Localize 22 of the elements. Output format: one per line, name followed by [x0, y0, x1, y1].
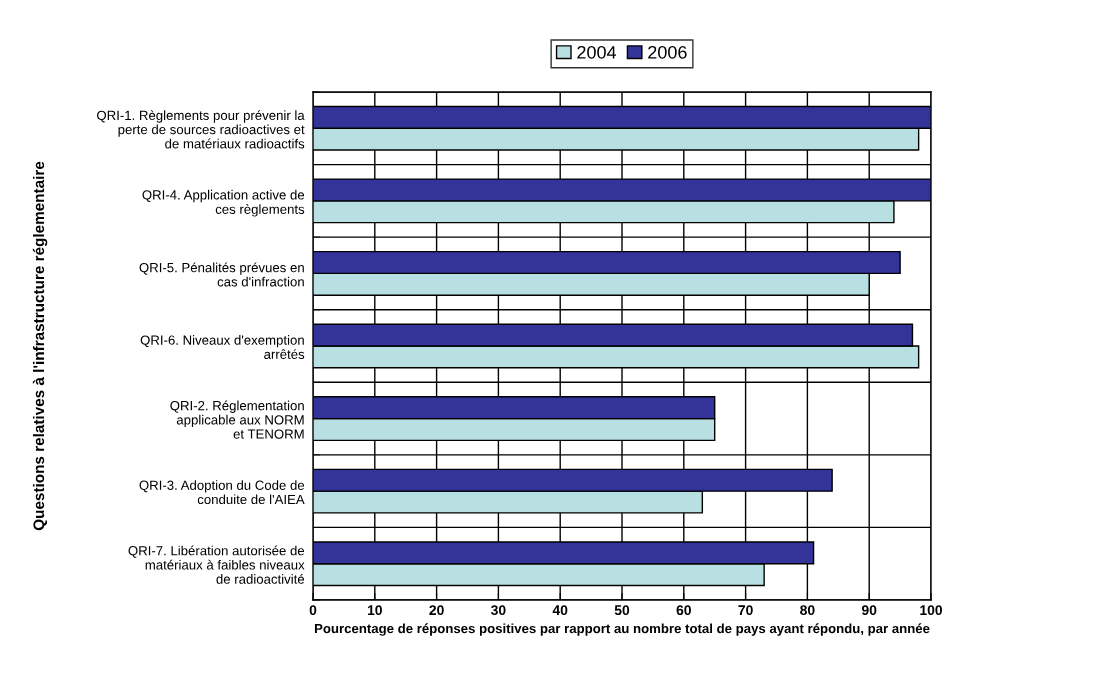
x-tick-label: 80 — [800, 605, 815, 616]
y-tick-label: QRI-3. Adoption du Code de conduite de l'AIEA — [139, 480, 305, 505]
x-tick-label: 40 — [552, 605, 568, 616]
y-tick-label: QRI-4. Application active de ces règlements — [142, 189, 305, 217]
y-tick-label: QRI-6. Niveaux d'exemption arrêtés — [140, 335, 305, 359]
x-tick-label: 30 — [491, 605, 506, 616]
x-tick-label: 60 — [676, 605, 691, 616]
y-tick-label: QRI-5. Pénalités prévues en cas d'infraction — [139, 262, 304, 287]
y-tick-label: QRI-2. Réglementation applicable aux NORM et TENORM — [170, 400, 304, 439]
legend-label: 2006 — [648, 45, 687, 59]
x-tick-label: 0 — [309, 605, 317, 616]
y-axis-title: Questions relatives à l'infrastructure réglementaire — [32, 161, 48, 531]
x-axis-title: Pourcentage de réponses positives par rapport au nombre total de pays ayant répondu, par année — [314, 623, 930, 636]
x-tick-label: 90 — [861, 605, 877, 616]
x-tick-label: 100 — [920, 605, 943, 616]
legend-label: 2004 — [577, 45, 617, 59]
y-tick-label: QRI-1. Règlements pour prévenir la perte de sources radioactives et de matériaux radioactifs — [97, 110, 305, 149]
x-tick-label: 50 — [614, 605, 630, 616]
x-tick-label: 20 — [429, 605, 444, 616]
x-tick-label: 70 — [738, 605, 753, 616]
x-tick-label: 10 — [367, 605, 382, 616]
y-tick-label: QRI-7. Libération autorisée de matériaux à faibles niveaux de radioactivité — [128, 545, 305, 584]
